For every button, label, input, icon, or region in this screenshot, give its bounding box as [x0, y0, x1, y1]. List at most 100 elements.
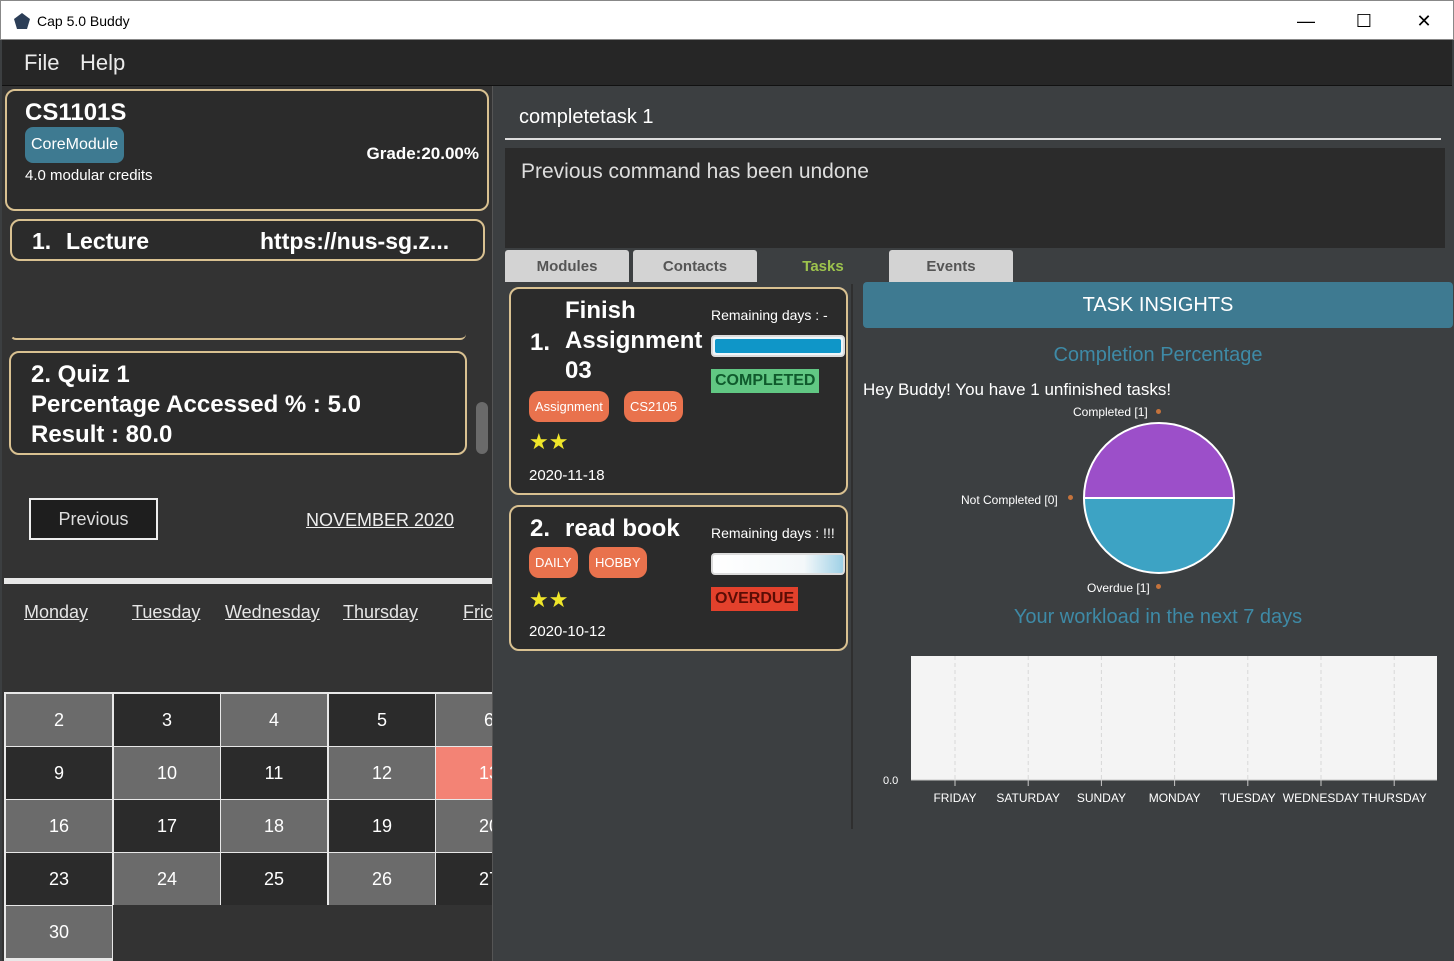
calendar-grid: 2 3 4 5 6 9 10 11 12 13 16 17 18 19 20 2…	[4, 692, 492, 961]
insights-panel: TASK INSIGHTS Completion Percentage Hey …	[863, 282, 1454, 842]
task-index: 2.	[530, 515, 551, 542]
zoom-link-url[interactable]: https://nus-sg.z...	[260, 228, 450, 254]
tab-modules[interactable]: Modules	[505, 250, 629, 282]
menu-help[interactable]: Help	[80, 50, 126, 75]
x-tick-label: SUNDAY	[1077, 791, 1126, 805]
calendar-day[interactable]: 4	[221, 694, 327, 746]
tab-contacts[interactable]: Contacts	[633, 250, 757, 282]
calendar-day[interactable]: 12	[329, 747, 435, 799]
weekday-tuesday: Tuesday	[132, 602, 201, 622]
tab-events[interactable]: Events	[889, 250, 1013, 282]
module-tag: CoreModule	[25, 127, 125, 163]
completion-pie-chart	[1082, 422, 1236, 574]
command-input[interactable]: completetask 1	[505, 100, 1441, 140]
plot-area	[911, 656, 1437, 780]
pie-label-completed: Completed [1]	[1073, 405, 1148, 419]
insights-header: TASK INSIGHTS	[863, 282, 1453, 328]
task-tag: HOBBY	[589, 547, 647, 578]
calendar-day-today[interactable]: 13	[436, 747, 492, 799]
task-date: 2020-10-12	[529, 623, 606, 640]
completion-title: Completion Percentage	[1053, 344, 1263, 366]
list-divider	[10, 330, 466, 340]
task-card[interactable]: 2. read book Remaining days : !!! OVERDU…	[509, 505, 848, 651]
minimize-icon: —	[1297, 10, 1315, 31]
task-remaining-days: Remaining days : -	[711, 307, 828, 323]
calendar-day[interactable]: 24	[114, 853, 220, 905]
assessment-percentage: Percentage Accessed % : 5.0	[31, 391, 361, 418]
task-name-line: Assignment	[565, 327, 703, 354]
zoom-link-index: 1.	[32, 228, 52, 254]
tab-tasks[interactable]: Tasks	[761, 250, 885, 282]
module-grade: Grade:20.00%	[366, 144, 479, 163]
calendar-empty-area	[113, 905, 492, 961]
assessment-card[interactable]: 2. Quiz 1 Percentage Accessed % : 5.0 Re…	[9, 351, 467, 455]
pie-label-marker	[1156, 409, 1161, 414]
calendar-day[interactable]: 26	[329, 853, 435, 905]
calendar-day[interactable]: 2	[6, 694, 112, 746]
task-priority-stars: ★★	[529, 429, 569, 454]
menu-bar: File Help	[2, 40, 1452, 86]
list-scrollbar[interactable]	[476, 402, 488, 454]
calendar-day[interactable]: 25	[221, 853, 327, 905]
assessment-title: 2. Quiz 1	[31, 361, 130, 388]
task-tag: CS2105	[624, 391, 683, 422]
maximize-button[interactable]: ☐	[1335, 1, 1393, 41]
pie-label-overdue: Overdue [1]	[1087, 581, 1150, 595]
task-date: 2020-11-18	[529, 467, 605, 484]
weekday-monday: Monday	[24, 602, 89, 622]
app-icon	[14, 13, 30, 29]
calendar-day[interactable]: 19	[329, 800, 435, 852]
calendar-day[interactable]: 10	[114, 747, 220, 799]
task-progress-fill	[715, 339, 841, 353]
assessment-result: Result : 80.0	[31, 421, 173, 448]
workload-line-chart: FRIDAY SATURDAY SUNDAY MONDAY TUESDAY WEDNESD…	[883, 656, 1437, 805]
x-tick-label: TUESDAY	[1220, 791, 1276, 805]
zoom-link-card[interactable]: 1. Lecture https://nus-sg.z...	[10, 219, 485, 261]
unfinished-message: Hey Buddy! You have 1 unfinished tasks!	[863, 380, 1172, 399]
calendar-day[interactable]: 18	[221, 800, 327, 852]
calendar-day[interactable]: 23	[6, 853, 112, 905]
close-button[interactable]: ✕	[1395, 1, 1453, 41]
module-credits: 4.0 modular credits	[25, 167, 153, 184]
menu-file[interactable]: File	[24, 50, 60, 75]
calendar-day[interactable]: 20	[436, 800, 492, 852]
calendar-divider	[4, 578, 492, 584]
task-tag: Assignment	[529, 391, 609, 422]
calendar-day[interactable]: 3	[114, 694, 220, 746]
weekday-wednesday: Wednesday	[225, 602, 320, 622]
task-status-overdue: OVERDUE	[711, 587, 799, 611]
x-tick-label: FRIDAY	[933, 791, 976, 805]
task-progress-bar	[711, 335, 845, 357]
pie-label-not-completed: Not Completed [0]	[961, 493, 1058, 507]
minimize-button[interactable]: —	[1277, 1, 1335, 41]
task-list: 1. Finish Assignment 03 Remaining days :…	[503, 284, 853, 829]
task-name-line: Finish	[565, 297, 636, 324]
previous-month-button[interactable]: Previous	[29, 498, 158, 540]
module-code: CS1101S	[25, 99, 127, 126]
task-card[interactable]: 1. Finish Assignment 03 Remaining days :…	[509, 287, 848, 495]
y-tick-label: 0.0	[883, 775, 898, 787]
task-tag: DAILY	[529, 547, 578, 578]
result-display: Previous command has been undone	[505, 148, 1445, 248]
right-pane: completetask 1 Previous command has been…	[492, 86, 1454, 961]
x-tick-label: WEDNESDAY	[1283, 791, 1359, 805]
maximize-icon: ☐	[1355, 10, 1373, 31]
title-bar: Cap 5.0 Buddy — ☐ ✕	[0, 0, 1454, 40]
month-label: NOVEMBER 2020	[306, 510, 455, 530]
task-remaining-days: Remaining days : !!!	[711, 525, 835, 541]
calendar-day[interactable]: 17	[114, 800, 220, 852]
calendar-day[interactable]: 5	[329, 694, 435, 746]
module-card[interactable]: CS1101S CoreModule 4.0 modular credits G…	[5, 89, 489, 211]
calendar-day[interactable]: 16	[6, 800, 112, 852]
x-tick-label: MONDAY	[1149, 791, 1201, 805]
calendar-day[interactable]: 30	[6, 906, 112, 958]
pie-slice-completed	[1082, 422, 1236, 499]
calendar-day[interactable]: 9	[6, 747, 112, 799]
calendar-day[interactable]: 11	[221, 747, 327, 799]
task-status-completed: COMPLETED	[711, 369, 820, 393]
task-index: 1.	[530, 329, 551, 356]
task-progress-bar	[711, 553, 845, 575]
x-tick-label: THURSDAY	[1362, 791, 1427, 805]
calendar-day[interactable]: 6	[436, 694, 492, 746]
calendar-day[interactable]: 27	[436, 853, 492, 905]
